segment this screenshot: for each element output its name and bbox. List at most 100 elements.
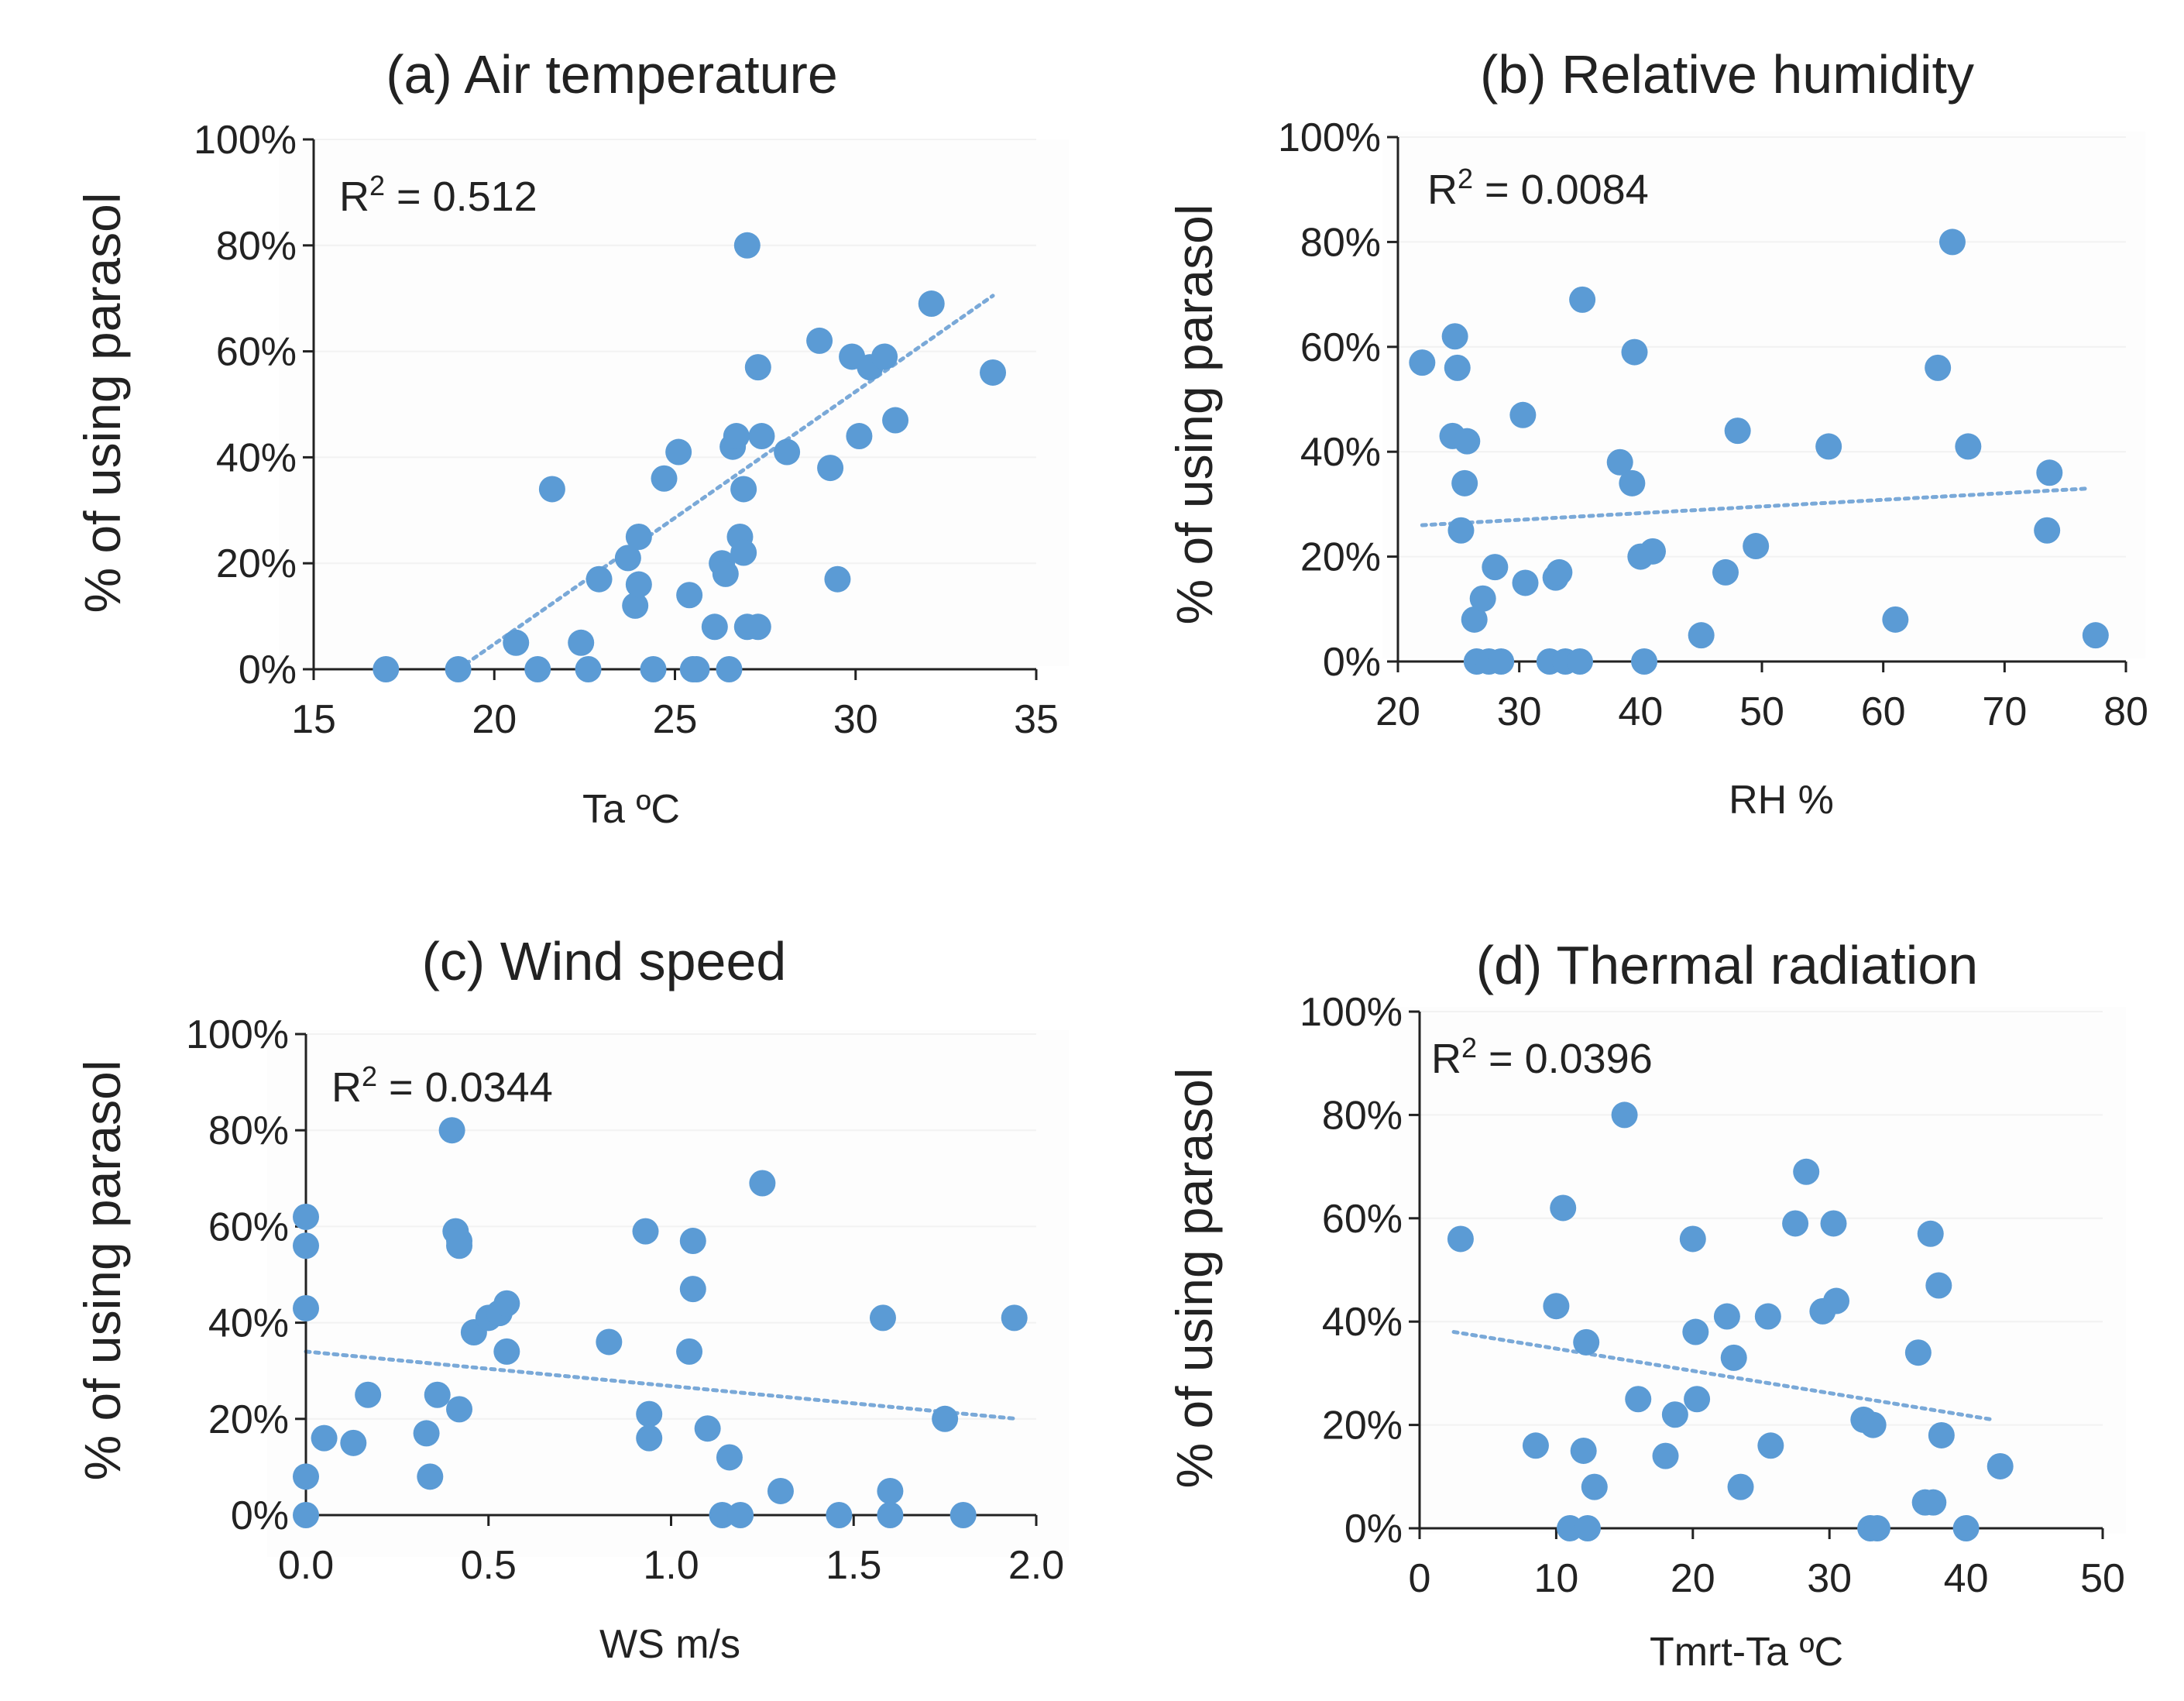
panel-a-y-tick-label: 0%: [239, 648, 297, 692]
panel-b-data-point: [1469, 585, 1496, 612]
panel-c-x-tick-label: 0.0: [278, 1543, 334, 1588]
panel-b-trendline: [1420, 486, 2092, 527]
panel-c-y-axis-label: % of using parasol: [74, 1060, 131, 1481]
panel-b-data-point: [1444, 354, 1471, 381]
panel-d-x-tick-label: 30: [1807, 1556, 1852, 1601]
panel-d-data-point: [1684, 1386, 1711, 1413]
panel-a-data-point: [733, 232, 761, 259]
panel-c-data-point: [676, 1338, 703, 1365]
panel-d-data-point: [1727, 1473, 1754, 1500]
panel-d-data-point: [1713, 1303, 1740, 1330]
panel-c-data-point: [877, 1477, 904, 1504]
panel-c-data-point: [293, 1463, 319, 1490]
panel-d-title: (d) Thermal radiation: [1476, 935, 1978, 995]
panel-a-data-point: [712, 560, 739, 587]
panel-c-points: [293, 1117, 1028, 1528]
panel-d-y-tick-label: 60%: [1322, 1197, 1403, 1242]
panel-c-x-tick-label: 1.0: [643, 1543, 699, 1588]
panel-b-data-point: [1712, 558, 1739, 586]
panel-b-data-point: [1938, 229, 1966, 256]
panel-d-data-point: [1820, 1210, 1847, 1237]
panel-c-data-point: [293, 1502, 319, 1528]
panel-b-title: (b) Relative humidity: [1480, 44, 1974, 105]
panel-a-data-point: [524, 656, 551, 682]
panel-c-data-point: [949, 1502, 977, 1528]
panel-d-data-point: [1679, 1225, 1706, 1253]
panel-d-data-point: [1581, 1473, 1608, 1500]
panel-b-data-point: [1461, 606, 1488, 633]
panel-b-y-axis-label: % of using parasol: [1166, 204, 1223, 625]
panel-a-data-point: [614, 545, 641, 572]
panel-c-r-squared: R2 = 0.0344: [331, 1060, 553, 1111]
panel-c-data-point: [355, 1381, 382, 1408]
panel-b-x-tick-label: 50: [1739, 689, 1784, 734]
panel-a-data-point: [744, 613, 771, 641]
panel-b-data-point: [1724, 418, 1751, 445]
panel-c-data-point: [293, 1294, 319, 1321]
panel-a-data-point: [568, 629, 595, 656]
panel-a-data-point: [846, 423, 873, 450]
panel-a-points: [373, 232, 1007, 682]
panel-d-y-axis-label: % of using parasol: [1166, 1068, 1223, 1489]
panel-b-data-point: [1621, 338, 1648, 366]
panel-c-title: (c) Wind speed: [422, 931, 787, 991]
panel-c-data-point: [446, 1228, 473, 1255]
panel-b-data-point: [1451, 469, 1478, 497]
panel-c-x-axis-label: WS m/s: [599, 1622, 740, 1667]
panel-d-data-point: [1920, 1489, 1947, 1516]
panel-b-data-point: [1925, 354, 1952, 381]
panel-c-data-point: [636, 1400, 663, 1428]
panel-d-data-point: [1543, 1293, 1570, 1320]
panel-d-data-point: [1754, 1303, 1781, 1330]
panel-a-data-point: [871, 343, 898, 370]
panel-b-data-point: [1488, 648, 1515, 675]
panel-a-data-point: [980, 359, 1007, 386]
panel-d-x-ticks: 0 10 20 30 40 50: [1409, 1528, 2125, 1601]
panel-b-y-tick-label: 100%: [1278, 115, 1381, 160]
panel-a-data-point: [503, 629, 530, 656]
panel-a-title: (a) Air temperature: [386, 44, 838, 105]
panel-d-y-tick-label: 100%: [1300, 990, 1403, 1035]
panel-c-data-point: [632, 1218, 659, 1245]
panel-d-y-ticks: 0% 20% 40% 60% 80% 100%: [1300, 990, 1420, 1552]
panel-a-data-point: [373, 656, 400, 682]
panel-d-x-tick-label: 40: [1944, 1556, 1989, 1601]
panel-a-x-tick-label: 30: [833, 697, 878, 742]
panel-a-x-tick-label: 25: [653, 697, 698, 742]
panel-d-data-point: [1611, 1101, 1638, 1129]
panel-d-points: [1447, 1101, 2014, 1541]
panel-d-y-tick-label: 0%: [1344, 1507, 1403, 1552]
panel-b-y-tick-label: 0%: [1323, 640, 1381, 685]
panel-a-data-point: [445, 656, 472, 682]
panel-b-data-point: [1567, 648, 1593, 675]
panel-c-data-point: [311, 1424, 338, 1452]
panel-d-data-point: [1925, 1272, 1952, 1299]
panel-b-x-tick-label: 40: [1618, 689, 1663, 734]
panel-b-r-squared-value: = 0.0084: [1473, 167, 1649, 213]
panel-b-y-tick-label: 60%: [1300, 325, 1381, 370]
panel-d-data-point: [1859, 1411, 1887, 1438]
panel-d-data-point: [1661, 1401, 1688, 1428]
panel-b-y-tick-label: 40%: [1300, 430, 1381, 475]
panel-b-data-point: [2082, 622, 2109, 649]
panel-a-y-tick-label: 100%: [194, 118, 297, 163]
panel-c-data-point: [413, 1420, 440, 1447]
panel-a-data-point: [774, 438, 801, 466]
panel-d-trendline: [1451, 1330, 1996, 1422]
panel-b-data-point: [2036, 459, 2063, 486]
panel-c-data-point: [716, 1444, 743, 1471]
panel-b-x-tick-label: 30: [1497, 689, 1542, 734]
panel-a-r-squared-value: = 0.512: [385, 174, 537, 220]
panel-c-data-point: [877, 1502, 904, 1528]
panel-d-data-point: [1757, 1432, 1784, 1459]
panel-c-y-tick-label: 60%: [208, 1204, 289, 1249]
panel-b-x-tick-label: 60: [1861, 689, 1906, 734]
panel-d-data-point: [1793, 1158, 1820, 1185]
panel-d-data-point: [1863, 1515, 1890, 1541]
panel-c-r-squared-symbol: R: [331, 1064, 362, 1111]
panel-a-plot-background: [279, 139, 1069, 666]
panel-a-data-point: [538, 476, 565, 503]
panel-c-y-tick-label: 20%: [208, 1397, 289, 1442]
panel-a-y-ticks: 0% 20% 40% 60% 80% 100%: [194, 118, 314, 692]
panel-a-data-point: [625, 524, 652, 550]
